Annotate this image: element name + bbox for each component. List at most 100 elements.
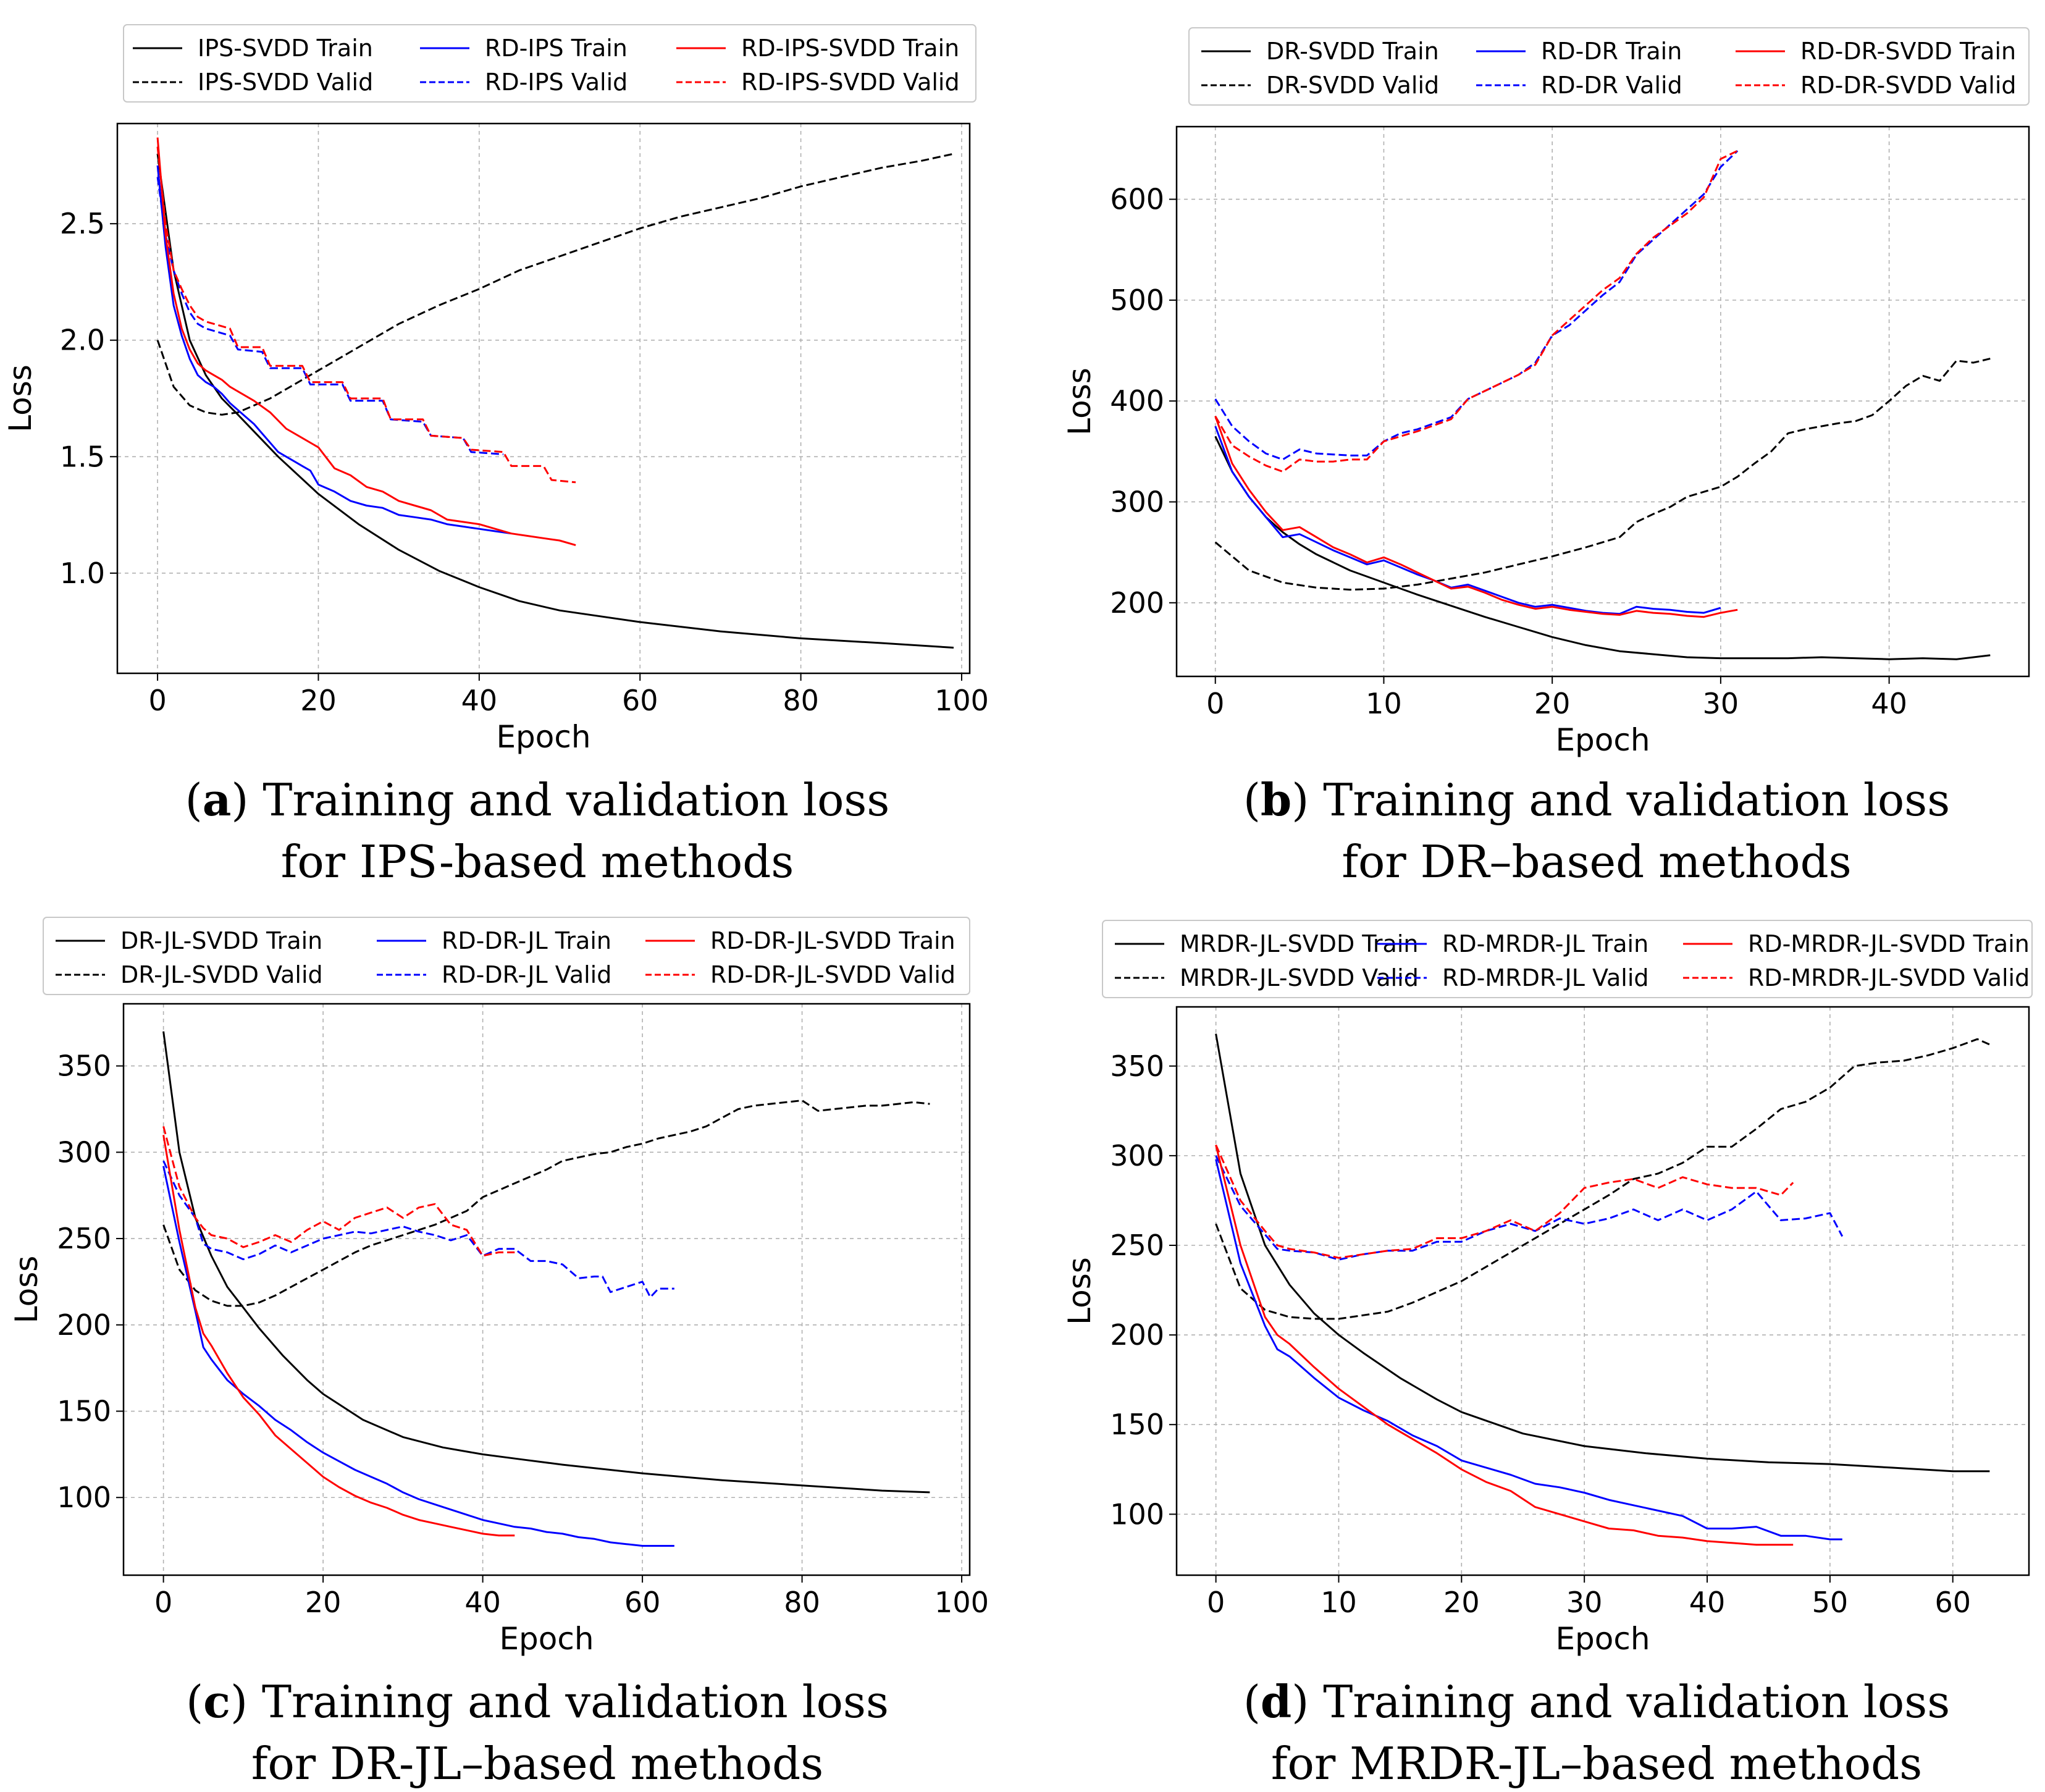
legend-box	[1188, 27, 2030, 106]
x-tick-label: 30	[1566, 1586, 1603, 1619]
caption-letter: c	[203, 1675, 230, 1728]
series-line-rd-dr-svdd-train	[1214, 416, 1738, 618]
legend-label: DR-JL-SVDD Train	[120, 927, 322, 954]
caption-line-2: for DR-JL–based methods	[251, 1738, 823, 1790]
series-line-mrdr-jl-svdd-train	[1215, 1033, 1990, 1473]
caption-letter: d	[1261, 1675, 1291, 1728]
x-tick-label: 20	[300, 684, 337, 717]
legend-box	[123, 24, 976, 103]
caption-line-2: for MRDR-JL–based methods	[1271, 1738, 1922, 1790]
series-line-rd-mrdr-jl-valid	[1215, 1155, 1844, 1261]
x-tick-label: 0	[154, 1586, 172, 1619]
x-tick-label: 50	[1812, 1586, 1849, 1619]
y-tick-label: 150	[1110, 1408, 1164, 1441]
y-tick-label: 200	[57, 1308, 111, 1342]
legend-label: RD-MRDR-JL Train	[1442, 930, 1648, 957]
legend-label: RD-IPS Train	[485, 35, 628, 62]
x-tick-label: 100	[934, 1586, 989, 1619]
x-tick-label: 0	[1207, 1586, 1225, 1619]
caption-line-1: (c) Training and validation loss	[186, 1675, 889, 1728]
legend-label: RD-IPS-SVDD Train	[741, 35, 959, 62]
x-tick-label: 10	[1366, 687, 1402, 720]
legend-label: RD-IPS-SVDD Valid	[741, 69, 960, 96]
caption-line-1: (d) Training and validation loss	[1243, 1675, 1950, 1728]
caption-text: ) Training and validation loss	[1291, 1676, 1950, 1728]
series-line-rd-dr-train	[1214, 426, 1721, 615]
series-line-ips-svdd-valid	[156, 153, 954, 416]
series-line-mrdr-jl-svdd-valid	[1215, 1038, 1991, 1320]
legend-label: RD-DR-SVDD Valid	[1800, 72, 2017, 99]
x-tick-label: 20	[1443, 1586, 1480, 1619]
x-tick-label: 40	[464, 1586, 501, 1619]
x-axis-label: Epoch	[496, 719, 590, 755]
y-tick-label: 500	[1110, 284, 1164, 317]
x-tick-label: 0	[148, 684, 166, 717]
x-tick-label: 80	[784, 1586, 820, 1619]
x-tick-label: 40	[461, 684, 498, 717]
x-tick-label: 20	[305, 1586, 342, 1619]
series-line-dr-jl-svdd-train	[162, 1031, 930, 1494]
chart-panel-c: 0 20 40 60 80 100 100 150 200 250 300 350 Epoch Loss D…	[9, 917, 989, 1790]
series-line-dr-svdd-valid	[1214, 358, 1991, 591]
plot-frame	[116, 122, 971, 675]
y-tick-label: 300	[1110, 1139, 1164, 1172]
legend-label: RD-MRDR-JL-SVDD Valid	[1748, 964, 2030, 991]
series-line-rd-ips-train	[156, 165, 512, 535]
y-tick-label: 350	[57, 1050, 111, 1083]
x-tick-label: 80	[783, 684, 819, 717]
series-line-rd-ips-valid	[156, 177, 504, 455]
y-tick-label: 200	[1110, 586, 1164, 620]
y-tick-label: 400	[1110, 384, 1164, 418]
series-line-rd-dr-jl-valid	[162, 1160, 674, 1298]
y-tick-label: 1.5	[60, 440, 105, 473]
caption-letter: b	[1261, 773, 1291, 826]
caption-letter: a	[203, 773, 232, 826]
series-group	[1214, 149, 1991, 660]
series-line-rd-dr-jl-svdd-valid	[162, 1126, 515, 1257]
legend-box	[1102, 920, 2033, 998]
legend: DR-JL-SVDD Train DR-JL-SVDD Valid RD-DR-JL…	[43, 917, 970, 995]
legend-label: RD-DR Valid	[1541, 72, 1682, 99]
legend-label: DR-SVDD Valid	[1266, 72, 1439, 99]
grid	[124, 1004, 970, 1575]
legend: DR-SVDD Train DR-SVDD Valid RD-DR Train RD-…	[1188, 27, 2030, 106]
legend-label: RD-MRDR-JL-SVDD Train	[1748, 930, 2030, 957]
x-tick-label: 60	[622, 684, 658, 717]
legend-label: RD-DR-SVDD Train	[1800, 38, 2016, 65]
x-tick-label: 60	[624, 1586, 661, 1619]
plot-frame	[122, 1003, 971, 1576]
legend-label: RD-DR-JL-SVDD Valid	[710, 961, 955, 988]
series-group	[1215, 1033, 1991, 1546]
plot-frame	[1175, 125, 2030, 678]
series-line-dr-svdd-train	[1214, 435, 1991, 660]
y-tick-label: 200	[1110, 1318, 1164, 1352]
legend-box	[43, 917, 970, 995]
plot-frame	[1175, 1006, 2030, 1576]
y-tick-label: 1.0	[60, 557, 105, 590]
legend-label: IPS-SVDD Valid	[198, 69, 373, 96]
legend-label: RD-DR Train	[1541, 38, 1682, 65]
caption-text: ) Training and validation loss	[1291, 774, 1950, 826]
x-tick-label: 0	[1206, 687, 1224, 720]
chart-panel-b: 0 10 20 30 40 200 300 400 500 600 Epoch Loss DR-SVDD…	[1062, 27, 2030, 888]
caption-text: ) Training and validation loss	[230, 1676, 889, 1728]
series-line-rd-mrdr-jl-svdd-valid	[1215, 1144, 1794, 1259]
x-axis-label: Epoch	[1555, 722, 1650, 758]
chart-panel-a: 0 20 40 60 80 100 1.0 1.5 2.0 2.5 Epoch Loss IPS-SVD…	[2, 24, 989, 888]
series-line-rd-dr-svdd-valid	[1214, 149, 1738, 473]
series-line-rd-dr-jl-svdd-train	[162, 1135, 515, 1537]
caption-text: ) Training and validation loss	[231, 774, 889, 826]
series-line-rd-mrdr-jl-svdd-train	[1215, 1145, 1794, 1546]
series-line-rd-ips-svdd-train	[156, 137, 576, 547]
y-tick-label: 2.5	[60, 207, 105, 240]
y-tick-label: 250	[57, 1222, 111, 1255]
series-group	[162, 1031, 930, 1547]
y-tick-label: 300	[1110, 485, 1164, 518]
series-line-ips-svdd-train	[156, 153, 954, 649]
x-axis-label: Epoch	[1555, 1621, 1650, 1657]
y-tick-label: 350	[1110, 1050, 1164, 1083]
y-tick-label: 100	[1110, 1497, 1164, 1531]
x-tick-label: 10	[1321, 1586, 1357, 1619]
